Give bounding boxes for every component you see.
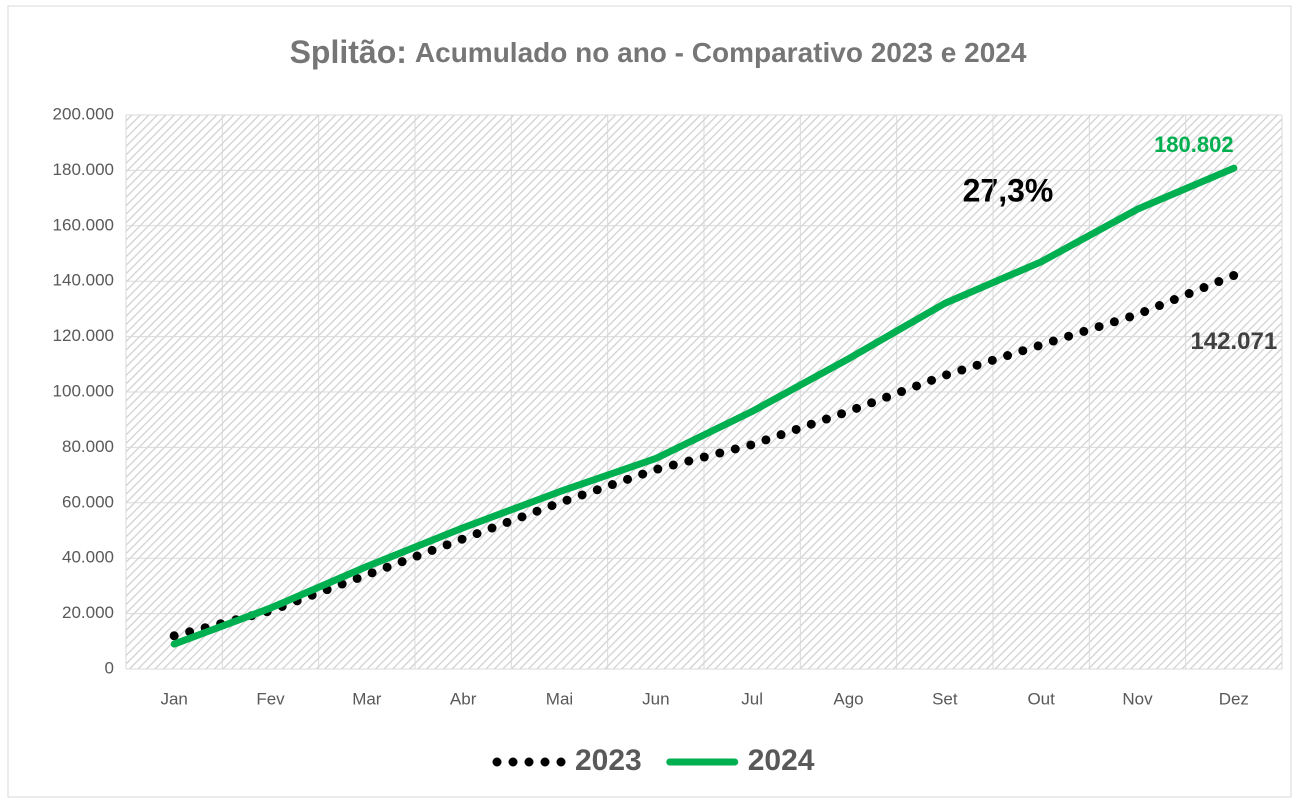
- y-tick-label: 120.000: [53, 326, 114, 345]
- y-tick-label: 80.000: [62, 437, 114, 456]
- y-tick-label: 180.000: [53, 160, 114, 179]
- subtitle: Acumulado no ano - Comparativo 2023 e 20…: [415, 37, 1027, 68]
- x-tick-label: Jun: [642, 689, 669, 708]
- y-tick-label: 0: [105, 658, 114, 677]
- y-tick-label: 20.000: [62, 603, 114, 622]
- x-tick-label: Out: [1027, 689, 1055, 708]
- x-tick-label: Abr: [450, 689, 477, 708]
- y-tick-label: 140.000: [53, 271, 114, 290]
- x-tick-label: Jan: [160, 689, 187, 708]
- y-tick-label: 100.000: [53, 381, 114, 400]
- annotation: 27,3%: [963, 172, 1054, 208]
- x-tick-label: Mar: [352, 689, 382, 708]
- legend-label: 2023: [575, 744, 642, 777]
- y-tick-label: 60.000: [62, 492, 114, 511]
- x-tick-label: Mai: [546, 689, 573, 708]
- chart-title: Splitão: Acumulado no ano - Comparativo 2…: [290, 34, 1027, 70]
- series-line: [170, 164, 1238, 648]
- data-label: 142.071: [1190, 328, 1277, 355]
- y-tick-label: 160.000: [53, 215, 114, 234]
- x-tick-label: Ago: [833, 689, 863, 708]
- y-tick-label: 40.000: [62, 548, 114, 567]
- title: Splitão:: [290, 34, 407, 70]
- x-tick-label: Set: [932, 689, 958, 708]
- x-tick-label: Fev: [256, 689, 285, 708]
- x-tick-label: Dez: [1219, 689, 1249, 708]
- legend-label: 2024: [748, 744, 815, 777]
- y-tick-label: 200.000: [53, 104, 114, 123]
- x-tick-label: Nov: [1122, 689, 1153, 708]
- data-label: 180.802: [1154, 132, 1234, 157]
- series-line: [169, 270, 1239, 641]
- x-tick-label: Jul: [741, 689, 763, 708]
